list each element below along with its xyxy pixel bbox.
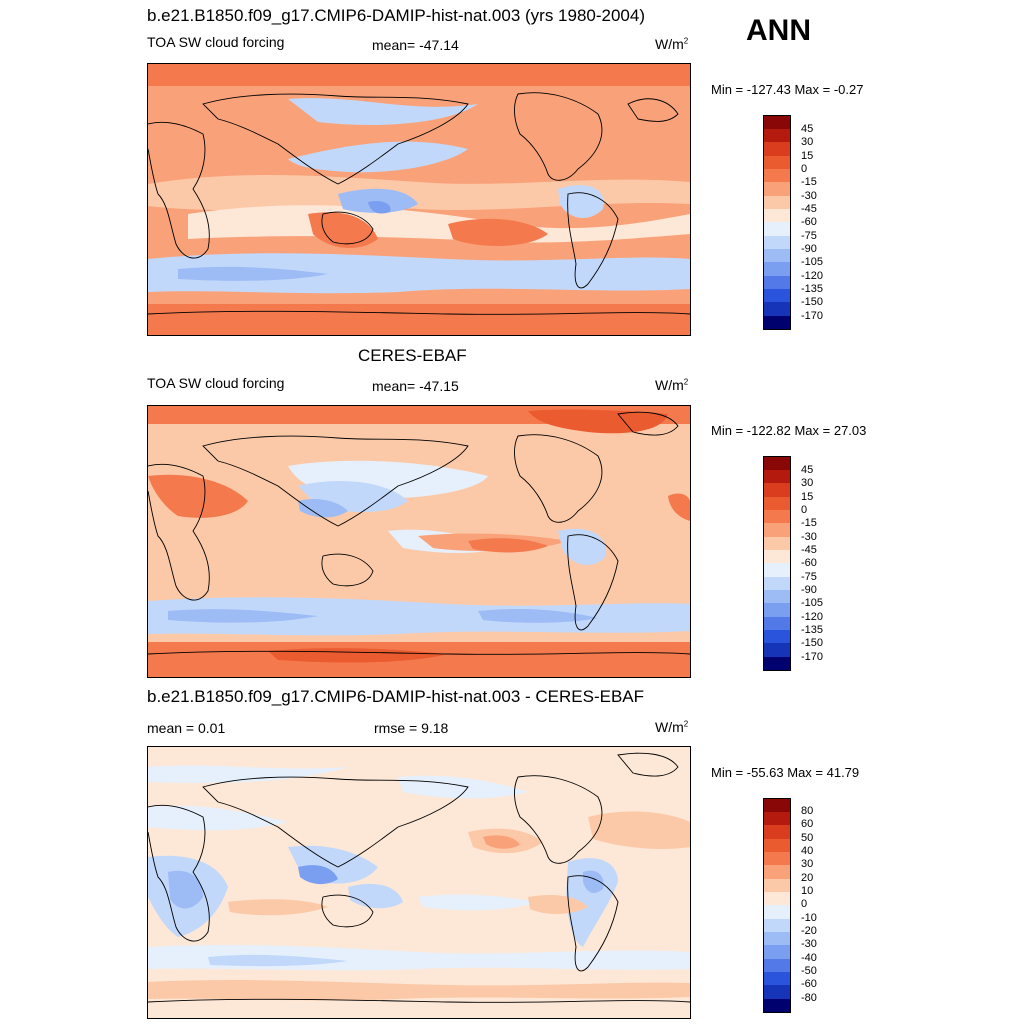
panel-2-map bbox=[147, 405, 691, 678]
panel-3-map bbox=[147, 746, 691, 1019]
panel-3-colorbar bbox=[763, 798, 791, 1013]
p3-tick-3: 40 bbox=[801, 845, 814, 857]
panel-2-units: W/m2 bbox=[655, 377, 689, 393]
p1-tick-6: -45 bbox=[801, 203, 817, 215]
p2-tick-1: 30 bbox=[801, 477, 814, 489]
panel-2-coastlines bbox=[148, 411, 690, 655]
p1-tick-12: -135 bbox=[801, 283, 824, 295]
panel-2-minmax: Min = -122.82 Max = 27.03 bbox=[711, 423, 867, 438]
panel-3-units: W/m2 bbox=[655, 719, 689, 735]
p1-tick-0: 45 bbox=[801, 123, 814, 135]
p1-tick-2: 15 bbox=[801, 150, 814, 162]
p1-tick-5: -30 bbox=[801, 190, 817, 202]
p1-tick-7: -60 bbox=[801, 216, 817, 228]
panel-1-map bbox=[147, 63, 691, 336]
p3-tick-2: 50 bbox=[801, 832, 814, 844]
p1-tick-1: 30 bbox=[801, 136, 814, 148]
panel-1-units: W/m2 bbox=[655, 36, 689, 52]
p3-tick-1: 60 bbox=[801, 818, 814, 830]
p3-tick-5: 20 bbox=[801, 872, 814, 884]
p1-tick-9: -90 bbox=[801, 243, 817, 255]
panel-3-mean-label: mean = 0.01 bbox=[147, 720, 226, 736]
p1-tick-4: -15 bbox=[801, 176, 817, 188]
p3-tick-0: 80 bbox=[801, 805, 814, 817]
p2-tick-5: -30 bbox=[801, 531, 817, 543]
p2-tick-9: -90 bbox=[801, 584, 817, 596]
p1-tick-13: -150 bbox=[801, 296, 824, 308]
p3-tick-12: -50 bbox=[801, 965, 817, 977]
panel-1-variable-label: TOA SW cloud forcing bbox=[147, 34, 285, 50]
p2-tick-8: -75 bbox=[801, 571, 817, 583]
panel-3-rmse-label: rmse = 9.18 bbox=[374, 720, 449, 736]
p3-tick-7: 0 bbox=[801, 898, 808, 910]
p3-tick-6: 10 bbox=[801, 885, 814, 897]
panel-2-colorbar bbox=[763, 456, 791, 671]
p2-tick-13: -150 bbox=[801, 637, 824, 649]
season-label: ANN bbox=[746, 14, 811, 47]
panel-1-coastlines bbox=[148, 92, 690, 315]
panel-2-map-svg bbox=[148, 406, 690, 677]
p3-tick-9: -20 bbox=[801, 925, 817, 937]
panel-3-map-svg bbox=[148, 747, 690, 1018]
p1-tick-3: 0 bbox=[801, 163, 808, 175]
panel-1-title: b.e21.B1850.f09_g17.CMIP6-DAMIP-hist-nat… bbox=[147, 6, 645, 25]
panel-1-mean-label: mean= -47.14 bbox=[372, 37, 459, 53]
p3-tick-10: -30 bbox=[801, 938, 817, 950]
p3-tick-14: -80 bbox=[801, 992, 817, 1004]
p2-tick-4: -15 bbox=[801, 517, 817, 529]
p2-tick-6: -45 bbox=[801, 544, 817, 556]
p2-tick-0: 45 bbox=[801, 464, 814, 476]
panel-2-title: CERES-EBAF bbox=[358, 346, 467, 365]
p2-tick-2: 15 bbox=[801, 491, 814, 503]
panel-1-minmax: Min = -127.43 Max = -0.27 bbox=[711, 82, 864, 97]
panel-2-mean-label: mean= -47.15 bbox=[372, 378, 459, 394]
panel-1-map-svg bbox=[148, 64, 690, 335]
panel-3-minmax: Min = -55.63 Max = 41.79 bbox=[711, 765, 860, 780]
p2-tick-7: -60 bbox=[801, 557, 817, 569]
p1-tick-8: -75 bbox=[801, 230, 817, 242]
p1-tick-10: -105 bbox=[801, 256, 824, 268]
panel-3-title: b.e21.B1850.f09_g17.CMIP6-DAMIP-hist-nat… bbox=[147, 687, 645, 706]
p2-tick-14: -170 bbox=[801, 651, 824, 663]
panel-3-coastlines bbox=[148, 752, 690, 1003]
p3-tick-13: -60 bbox=[801, 978, 817, 990]
p3-tick-8: -10 bbox=[801, 912, 817, 924]
p2-tick-12: -135 bbox=[801, 624, 824, 636]
panel-1-colorbar bbox=[763, 115, 791, 330]
p2-tick-11: -120 bbox=[801, 611, 824, 623]
p1-tick-14: -170 bbox=[801, 310, 824, 322]
p3-tick-11: -40 bbox=[801, 952, 817, 964]
panel-2-variable-label: TOA SW cloud forcing bbox=[147, 375, 285, 391]
p3-tick-4: 30 bbox=[801, 858, 814, 870]
p1-tick-11: -120 bbox=[801, 270, 824, 282]
p2-tick-3: 0 bbox=[801, 504, 808, 516]
p2-tick-10: -105 bbox=[801, 597, 824, 609]
